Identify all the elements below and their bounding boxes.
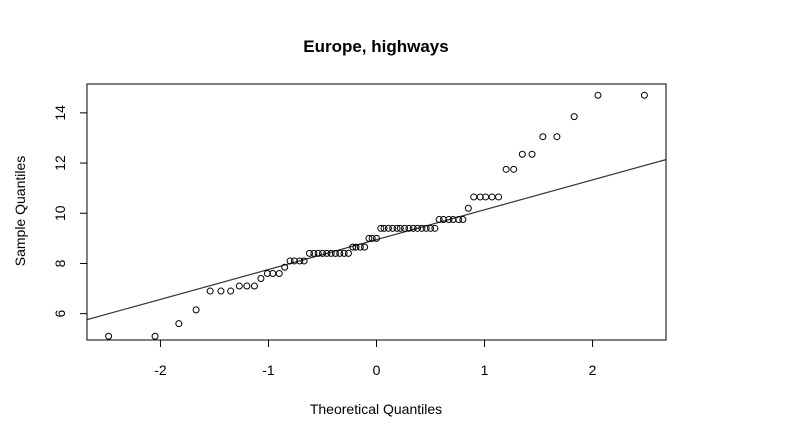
y-axis-label: Sample Quantiles [12, 156, 28, 267]
data-point [431, 224, 439, 232]
y-tick-label: 14 [52, 105, 68, 121]
data-point [427, 224, 435, 232]
data-point [459, 216, 467, 224]
data-point [310, 249, 318, 257]
data-point [518, 150, 526, 158]
qq-reference-line [87, 158, 666, 321]
data-point [389, 224, 397, 232]
data-point [373, 234, 380, 242]
x-tick-label: -1 [262, 362, 275, 378]
data-point [331, 249, 339, 257]
data-point [405, 224, 413, 232]
data-point [594, 91, 602, 99]
data-point [243, 282, 251, 290]
data-point [227, 287, 235, 295]
chart-title: Europe, highways [303, 37, 448, 56]
x-tick-label: -2 [154, 362, 167, 378]
data-point [250, 282, 258, 290]
data-point [257, 275, 265, 283]
y-tick-label: 10 [52, 205, 68, 221]
data-point [263, 269, 271, 277]
data-point [356, 243, 364, 251]
plot-frame [86, 83, 667, 341]
data-point [476, 193, 484, 201]
data-point [192, 306, 200, 314]
y-tick-label: 12 [52, 155, 68, 171]
data-point [340, 249, 348, 257]
data-point [439, 216, 447, 224]
data-point [349, 243, 357, 251]
data-point [352, 243, 360, 251]
data-point [275, 269, 283, 277]
data-point [380, 224, 388, 232]
y-tick-label: 8 [52, 259, 68, 267]
x-axis-label: Theoretical Quantiles [310, 401, 442, 417]
data-point [570, 113, 578, 121]
data-point [327, 249, 335, 257]
data-point [470, 193, 478, 201]
data-point [377, 224, 385, 232]
data-point [409, 224, 417, 232]
data-point [422, 224, 430, 232]
x-tick-label: 2 [589, 362, 597, 378]
data-point [384, 224, 392, 232]
data-point [314, 249, 322, 257]
data-point [414, 224, 422, 232]
data-point [502, 165, 510, 173]
data-point [300, 257, 308, 265]
y-tick-label: 6 [52, 310, 68, 318]
data-point [393, 224, 401, 232]
data-point [488, 193, 496, 201]
data-points [105, 91, 648, 340]
data-point [344, 249, 352, 257]
data-point [539, 133, 547, 141]
data-point [296, 257, 304, 265]
data-point [286, 257, 294, 265]
data-point [175, 320, 183, 328]
data-point [449, 216, 457, 224]
reference-line-layer [87, 158, 666, 321]
data-point [361, 243, 369, 251]
data-point [290, 257, 298, 265]
data-point [217, 287, 225, 295]
data-point [105, 332, 113, 340]
data-point [435, 216, 443, 224]
x-tick-label: 0 [373, 362, 381, 378]
data-point [323, 249, 331, 257]
data-point [640, 91, 648, 99]
data-point [306, 249, 314, 257]
data-point [281, 263, 289, 271]
x-tick-label: 1 [481, 362, 489, 378]
data-point [396, 224, 404, 232]
data-point [235, 282, 243, 290]
data-point [318, 249, 326, 257]
data-point [206, 287, 214, 295]
data-point [401, 224, 409, 232]
data-point [151, 332, 159, 340]
data-point [553, 133, 561, 141]
data-point [445, 216, 453, 224]
data-point [365, 234, 373, 242]
data-point [528, 150, 536, 158]
data-point [336, 249, 344, 257]
data-point [510, 165, 518, 173]
data-point [418, 224, 426, 232]
data-point [464, 204, 472, 212]
data-point [495, 193, 503, 201]
data-point [455, 216, 463, 224]
data-point [368, 234, 376, 242]
